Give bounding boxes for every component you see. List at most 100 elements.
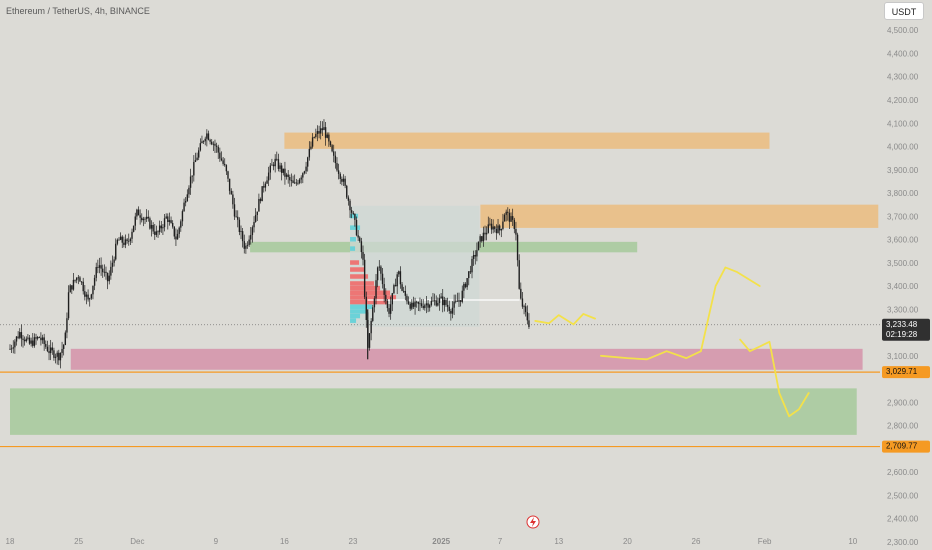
x-tick-label: 16 <box>280 537 289 546</box>
candle-body <box>407 301 410 304</box>
candle-body <box>79 277 81 282</box>
candle-body <box>254 214 257 222</box>
candle-body <box>293 182 296 184</box>
candle-body <box>84 291 86 297</box>
candle-body <box>328 134 330 142</box>
candle-body <box>237 216 239 220</box>
candle-body <box>378 266 380 268</box>
candle-body <box>385 294 387 302</box>
candle-body <box>201 141 203 144</box>
candle-body <box>176 233 179 240</box>
candle-body <box>165 216 167 219</box>
candle-body <box>211 141 213 145</box>
candle-body <box>305 166 307 172</box>
candle-body <box>474 254 476 257</box>
candle-body <box>202 141 205 143</box>
x-tick-label: 2025 <box>432 537 450 546</box>
candle-body <box>230 190 232 195</box>
candle-body <box>518 260 520 289</box>
candle-body <box>178 227 180 234</box>
candle-body <box>427 303 429 308</box>
candle-body <box>459 300 462 302</box>
candle-body <box>511 216 514 220</box>
candle-body <box>481 236 483 242</box>
candle-body <box>357 235 359 238</box>
candle-body <box>344 178 346 186</box>
candle-body <box>440 296 442 299</box>
candle-body <box>464 283 467 288</box>
candle-body <box>77 277 80 279</box>
candle-body <box>472 254 475 259</box>
candle-body <box>420 303 423 307</box>
candle-body <box>326 134 328 138</box>
candle-body <box>398 271 400 275</box>
candle-body <box>118 239 120 241</box>
y-tick-label: 2,800.00 <box>887 422 919 431</box>
candle-body <box>446 304 449 307</box>
candle-body <box>113 259 115 263</box>
candle-body <box>188 187 190 195</box>
candle-body <box>433 300 436 302</box>
candle-body <box>355 219 358 236</box>
candle-body <box>184 201 187 203</box>
candle-body <box>219 152 221 159</box>
x-tick-label: Feb <box>758 537 772 546</box>
y-tick-label: 3,700.00 <box>887 212 919 221</box>
candle-body <box>38 337 40 338</box>
candle-body <box>276 158 278 160</box>
candle-body <box>51 347 53 351</box>
candle-body <box>373 298 376 308</box>
candle-body <box>12 347 14 349</box>
y-tick-label: 3,600.00 <box>887 236 919 245</box>
candle-body <box>347 197 350 201</box>
candle-body <box>186 194 189 202</box>
zone-demand-pink <box>70 348 863 370</box>
candle-body <box>134 216 136 226</box>
candle-body <box>85 294 88 297</box>
candle-body <box>520 288 522 299</box>
candle-body <box>145 216 148 219</box>
candle-body <box>487 224 489 233</box>
candle-body <box>523 306 525 308</box>
candle-body <box>106 273 109 282</box>
candle-body <box>173 226 176 237</box>
candle-body <box>131 231 133 239</box>
candle-body <box>274 158 276 167</box>
profile-bar <box>350 246 356 251</box>
candle-body <box>72 279 75 290</box>
candle-body <box>137 209 140 216</box>
candle-body <box>313 136 315 138</box>
candle-body <box>485 232 488 235</box>
flash-icon <box>526 515 540 529</box>
candle-body <box>292 180 294 183</box>
y-tick-label: 3,900.00 <box>887 166 919 175</box>
zone-supply-lower <box>480 204 879 228</box>
candle-body <box>238 219 241 233</box>
y-tick-label: 3,300.00 <box>887 305 919 314</box>
candle-body <box>9 348 11 350</box>
candle-body <box>48 351 50 354</box>
profile-bar <box>350 290 391 296</box>
candle-body <box>526 312 529 321</box>
candle-body <box>14 341 16 348</box>
candle-body <box>46 346 49 352</box>
candle-body <box>220 158 223 161</box>
candle-body <box>503 214 506 222</box>
candle-body <box>100 265 102 269</box>
candle-body <box>412 302 415 307</box>
candle-body <box>282 168 285 173</box>
candle-body <box>310 146 312 149</box>
candle-body <box>95 266 97 278</box>
candle-body <box>324 127 327 138</box>
candle-body <box>97 266 99 268</box>
candle-body <box>479 236 481 242</box>
candle-body <box>333 151 335 156</box>
candle-body <box>458 300 460 302</box>
candle-body <box>62 344 65 349</box>
candle-body <box>360 241 363 253</box>
candle-body <box>389 304 392 314</box>
candle-body <box>404 291 407 296</box>
candle-body <box>108 275 110 282</box>
currency-unit-button[interactable]: USDT <box>884 2 924 20</box>
